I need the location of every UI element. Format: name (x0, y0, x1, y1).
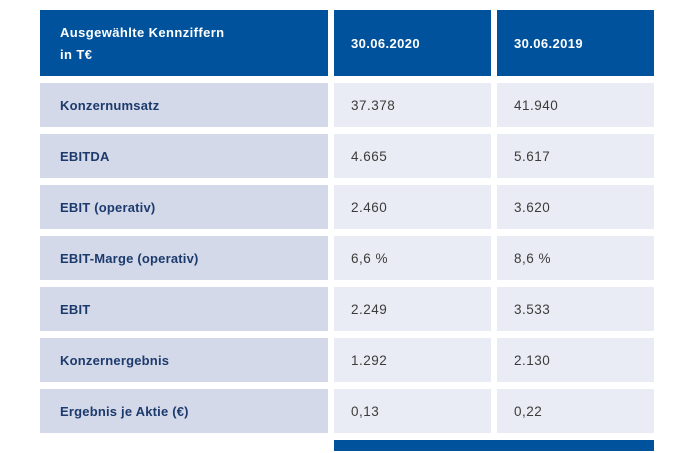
row-value-konzernumsatz-2019: 41.940 (497, 83, 654, 127)
table-title-line1: Ausgewählte Kennziffern (60, 24, 225, 40)
column-header-2020: 30.06.2020 (334, 10, 491, 76)
row-value-ebit-operativ-2019: 3.620 (497, 185, 654, 229)
row-label-konzernergebnis: Konzernergebnis (40, 338, 328, 382)
key-figures-table: Ausgewählte Kennziffern in T€ 30.06.2020… (40, 10, 654, 451)
row-value-ergebnis-je-aktie-2019: 0,22 (497, 389, 654, 433)
column-header-2019: 30.06.2019 (497, 10, 654, 76)
row-value-ebitda-2019: 5.617 (497, 134, 654, 178)
table-title-line2: in T€ (60, 46, 93, 62)
row-value-ebitda-2020: 4.665 (334, 134, 491, 178)
row-value-ebit-operativ-2020: 2.460 (334, 185, 491, 229)
row-label-ebit-operativ: EBIT (operativ) (40, 185, 328, 229)
row-value-konzernumsatz-2020: 37.378 (334, 83, 491, 127)
row-value-konzernergebnis-2020: 1.292 (334, 338, 491, 382)
row-value-ebit-2019: 3.533 (497, 287, 654, 331)
table-title-cell: Ausgewählte Kennziffern in T€ (40, 10, 328, 76)
row-label-ebitda: EBITDA (40, 134, 328, 178)
row-value-ergebnis-je-aktie-2020: 0,13 (334, 389, 491, 433)
row-value-ebit-2020: 2.249 (334, 287, 491, 331)
row-label-ebit: EBIT (40, 287, 328, 331)
row-value-konzernergebnis-2019: 2.130 (497, 338, 654, 382)
row-value-ebit-marge-2020: 6,6 % (334, 236, 491, 280)
row-label-ebit-marge: EBIT-Marge (operativ) (40, 236, 328, 280)
row-value-ebit-marge-2019: 8,6 % (497, 236, 654, 280)
table-bottom-bar (334, 440, 654, 451)
row-label-konzernumsatz: Konzernumsatz (40, 83, 328, 127)
row-label-ergebnis-je-aktie: Ergebnis je Aktie (€) (40, 389, 328, 433)
